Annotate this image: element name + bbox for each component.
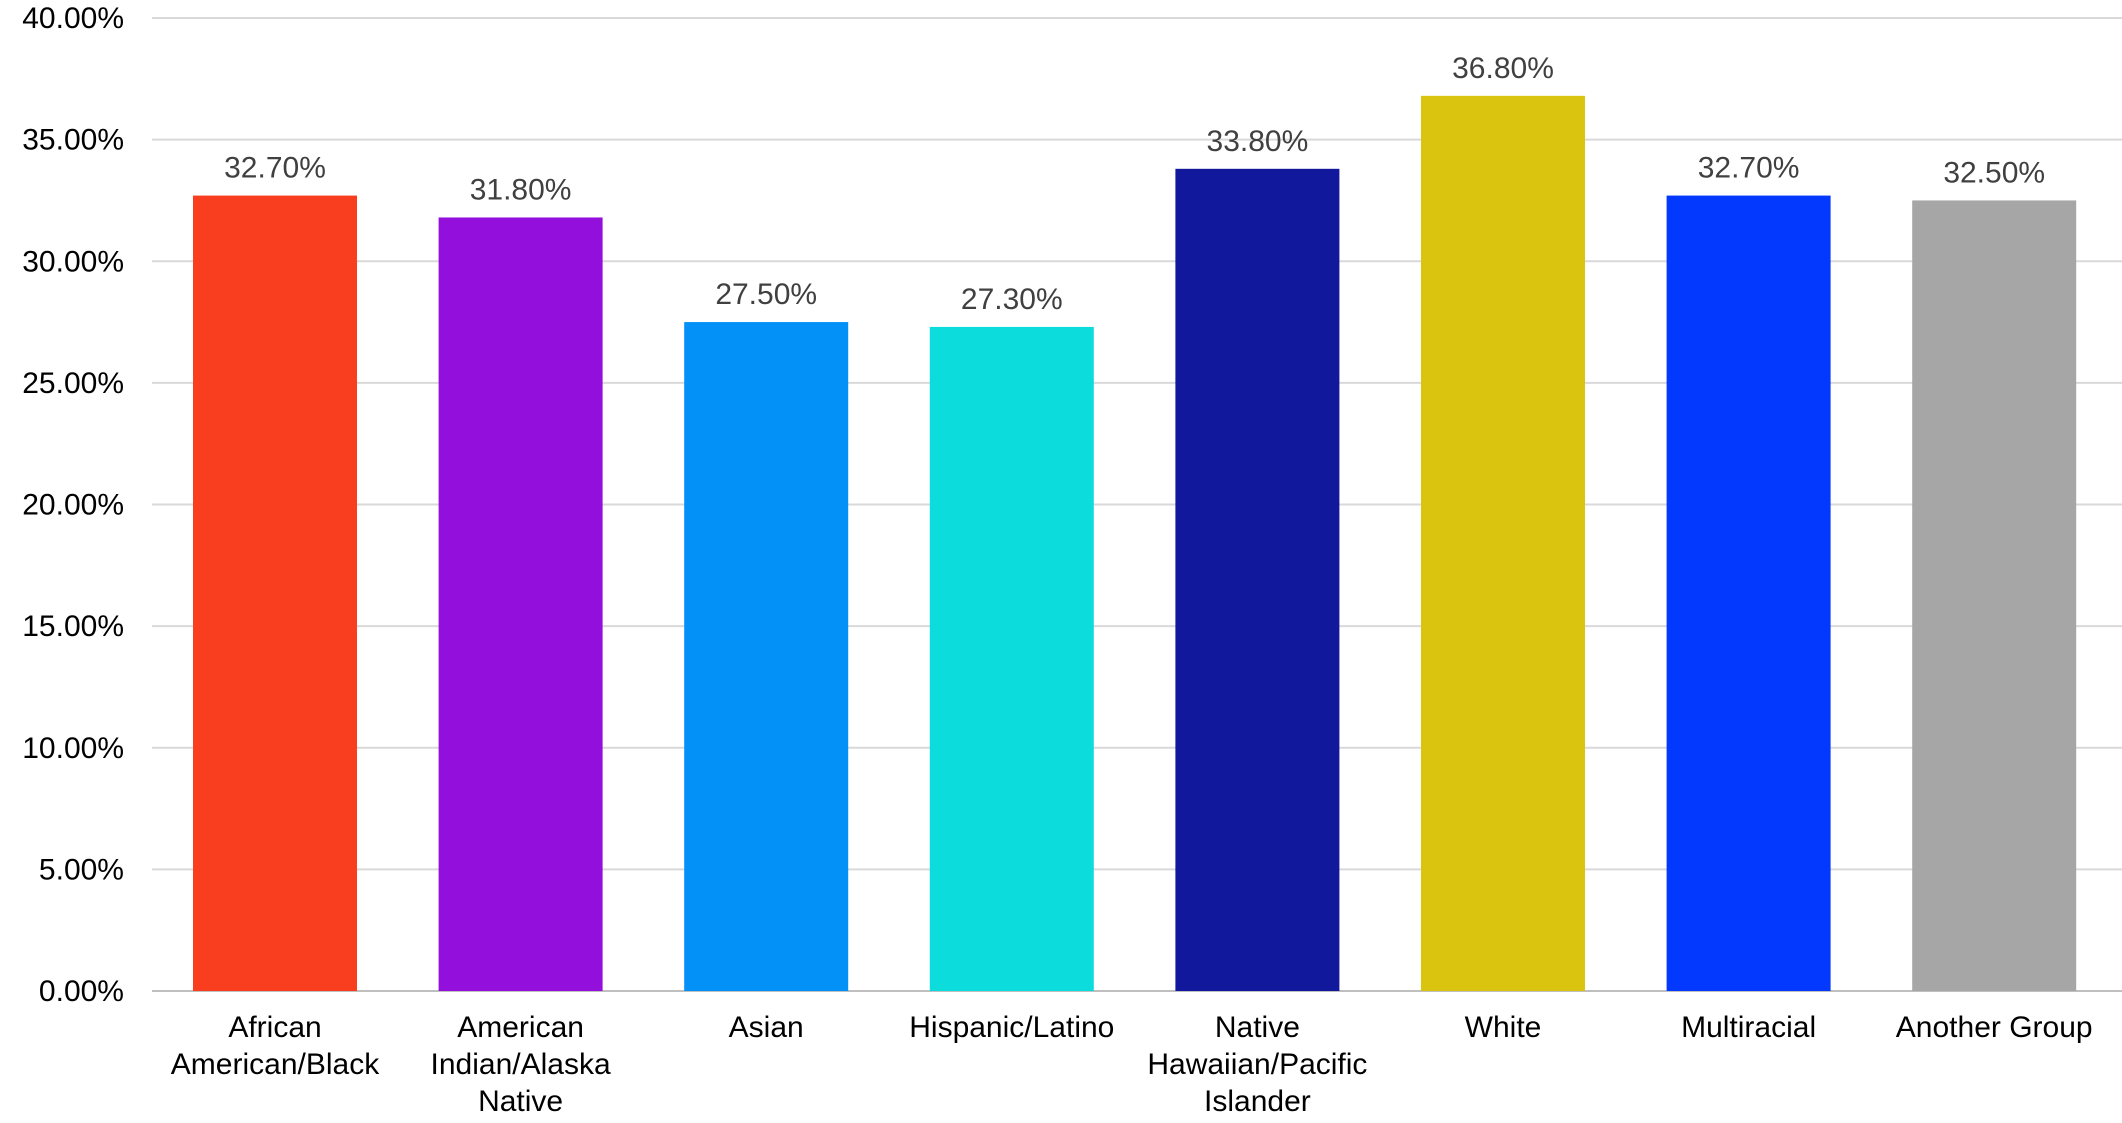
category-label: Another Group <box>1896 1011 2093 1044</box>
y-tick-label: 15.00% <box>22 610 124 643</box>
bar <box>1421 95 1585 992</box>
bar <box>1175 168 1340 991</box>
data-label: 32.70% <box>224 152 326 185</box>
data-label: 27.50% <box>715 278 817 311</box>
category-label: Multiracial <box>1681 1011 1816 1044</box>
category-label: White <box>1465 1011 1542 1044</box>
y-axis-tick-labels: 0.00% 5.00% 10.00% 15.00% 20.00% 25.00% 30.00%… <box>22 2 124 1008</box>
bar <box>193 195 357 991</box>
x-axis-category-labels: African American/Black American Indian/Alas… <box>171 1011 2093 1118</box>
data-labels: 32.70% 31.80% 27.50% 27.30% 33.80% 36.80% 32.7… <box>224 52 2045 316</box>
category-label: American Indian/Alaska Native <box>431 1011 611 1118</box>
category-label: Hispanic/Latino <box>909 1011 1114 1044</box>
category-label: African American/Black <box>171 1011 380 1081</box>
data-label: 31.80% <box>470 173 572 206</box>
category-label: Native Hawaiian/Pacific Islander <box>1147 1011 1367 1118</box>
data-label: 33.80% <box>1207 125 1309 158</box>
bar <box>1912 200 2077 991</box>
y-tick-label: 5.00% <box>39 853 124 886</box>
y-tick-label: 10.00% <box>22 732 124 765</box>
y-tick-label: 40.00% <box>22 2 124 35</box>
data-label: 32.50% <box>1943 156 2045 189</box>
y-tick-label: 0.00% <box>39 975 124 1008</box>
bar <box>1666 195 1831 991</box>
data-label: 27.30% <box>961 283 1063 316</box>
y-tick-label: 20.00% <box>22 489 124 522</box>
bars <box>193 95 2077 992</box>
bar <box>929 326 1094 991</box>
bar <box>438 217 603 992</box>
category-label: Asian <box>729 1011 804 1044</box>
data-label: 36.80% <box>1452 52 1554 85</box>
y-tick-label: 30.00% <box>22 245 124 278</box>
y-tick-label: 25.00% <box>22 367 124 400</box>
bar <box>684 322 849 991</box>
data-label: 32.70% <box>1698 152 1800 185</box>
y-tick-label: 35.00% <box>22 124 124 157</box>
